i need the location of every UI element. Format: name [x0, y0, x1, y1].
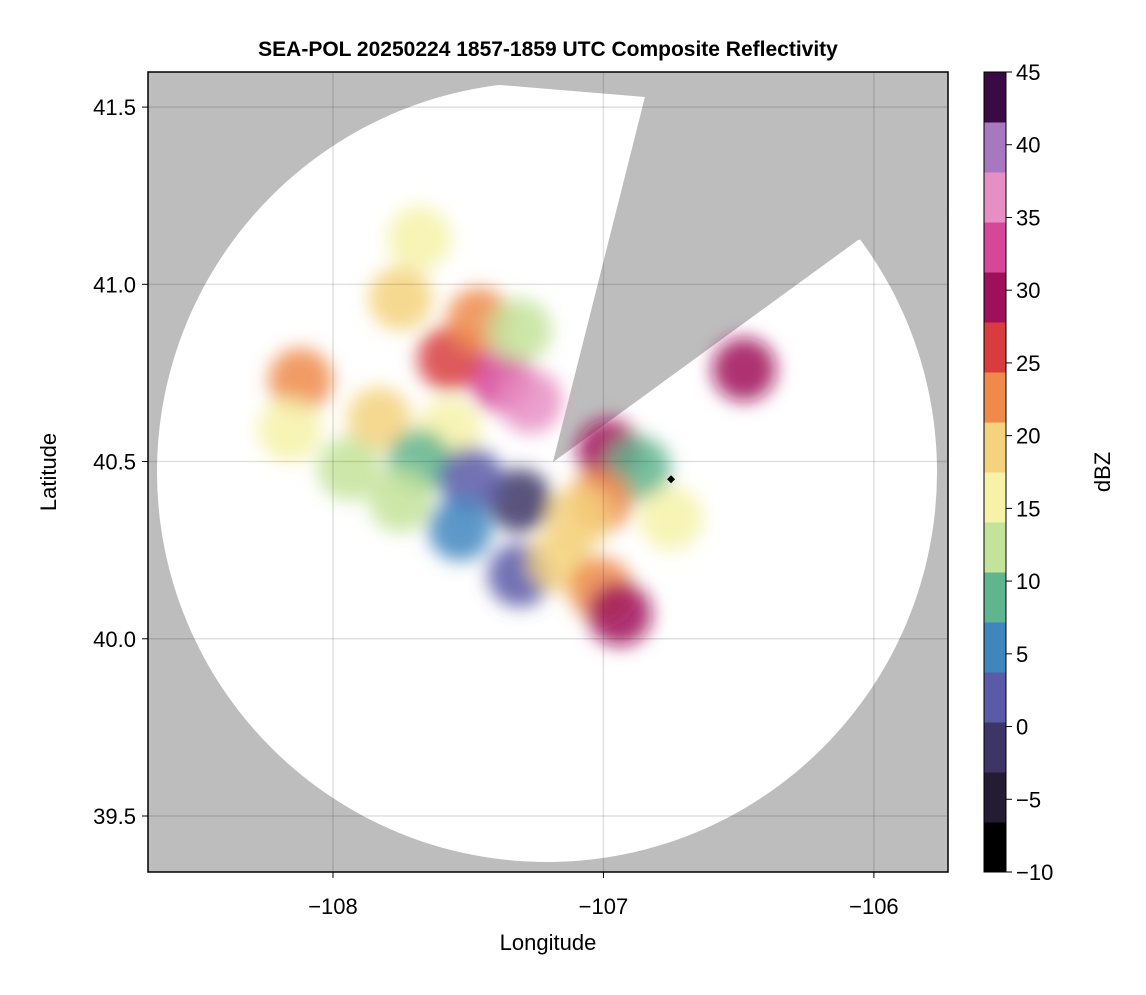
echo-cell — [547, 486, 612, 551]
colorbar-segment — [984, 122, 1006, 173]
echo-cell — [317, 436, 382, 501]
coverage — [157, 80, 948, 862]
echo-cell — [368, 468, 433, 533]
colorbar-segment — [984, 772, 1006, 823]
colorbar-tick-label: −5 — [1016, 787, 1041, 812]
colorbar-tick-label: 40 — [1016, 133, 1040, 158]
y-tick-label: 39.5 — [93, 804, 136, 829]
echo-cell — [257, 397, 322, 462]
colorbar-segment — [984, 572, 1006, 623]
colorbar-tick-label: 0 — [1016, 715, 1028, 740]
y-tick-label: 40.5 — [93, 450, 136, 475]
colorbar-tick-label: 15 — [1016, 496, 1040, 521]
colorbar-segment — [984, 472, 1006, 523]
colorbar-segment — [984, 622, 1006, 673]
colorbar-segment — [984, 422, 1006, 473]
echo-layer — [257, 206, 777, 646]
colorbar-frame — [983, 71, 1007, 873]
colorbar-tick-label: 5 — [1016, 642, 1028, 667]
y-tick-label: 40.0 — [93, 627, 136, 652]
echo-cell — [587, 581, 652, 646]
colorbar-label: dBZ — [1090, 452, 1115, 492]
colorbar-tick-label: 45 — [1016, 60, 1040, 85]
chart-title: SEA-POL 20250224 1857-1859 UTC Composite… — [258, 38, 838, 61]
echo-cell — [387, 206, 452, 271]
x-tick-label: −106 — [849, 894, 899, 919]
blocked-sector — [553, 80, 948, 462]
colorbar-tick-label: −10 — [1016, 860, 1053, 885]
x-tick-label: −108 — [308, 894, 358, 919]
echo-cell — [487, 468, 552, 533]
echo-cell — [639, 486, 704, 551]
colorbar-tick-label: 35 — [1016, 205, 1040, 230]
y-tick-label: 41.5 — [93, 95, 136, 120]
colorbar-segment — [984, 272, 1006, 323]
colorbar-tick-label: 10 — [1016, 569, 1040, 594]
colorbar-segment — [984, 522, 1006, 573]
colorbar-segment — [984, 672, 1006, 723]
radar-site — [667, 475, 676, 484]
echo-cell — [498, 369, 563, 434]
echo-cell — [487, 298, 552, 363]
colorbar-tick-label: 30 — [1016, 278, 1040, 303]
echo-cell — [428, 496, 493, 561]
y-tick-label: 41.0 — [93, 272, 136, 297]
echo-cell — [712, 337, 777, 402]
colorbar-segment — [984, 222, 1006, 273]
grid — [148, 72, 948, 872]
colorbar-segment — [984, 72, 1006, 123]
echo-cell — [438, 447, 503, 512]
y-axis-label: Latitude — [36, 433, 61, 511]
x-axis-label: Longitude — [500, 930, 597, 955]
colorbar-segment — [984, 322, 1006, 373]
echo-cell — [346, 387, 411, 452]
colorbar-segment — [984, 372, 1006, 423]
echo-cell — [368, 266, 433, 331]
plot-frame — [147, 71, 949, 873]
colorbar-segment — [984, 172, 1006, 223]
colorbar-tick-label: 25 — [1016, 351, 1040, 376]
colorbar-segment — [984, 722, 1006, 773]
x-tick-label: −107 — [579, 894, 629, 919]
colorbar-tick-label: 20 — [1016, 424, 1040, 449]
echo-cell — [268, 348, 333, 413]
colorbar-segment — [984, 822, 1006, 873]
